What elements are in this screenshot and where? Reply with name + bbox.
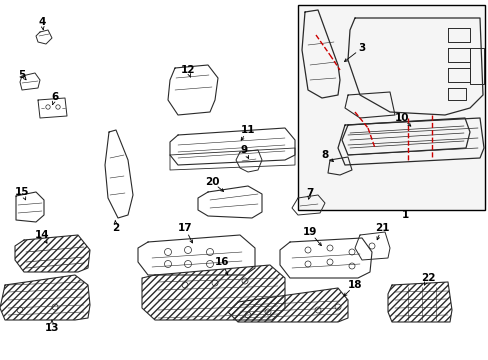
Text: 8: 8: [321, 150, 328, 160]
Text: 16: 16: [214, 257, 229, 267]
Text: 14: 14: [35, 230, 49, 240]
Text: 4: 4: [38, 17, 45, 27]
Text: 15: 15: [15, 187, 29, 197]
Text: 6: 6: [51, 92, 59, 102]
Text: 19: 19: [302, 227, 317, 237]
Text: 9: 9: [240, 145, 247, 155]
Polygon shape: [341, 12, 485, 205]
Text: 7: 7: [305, 188, 313, 198]
Text: 2: 2: [112, 223, 120, 233]
Text: 5: 5: [19, 70, 25, 80]
Text: 11: 11: [240, 125, 255, 135]
Text: 17: 17: [177, 223, 192, 233]
Text: 18: 18: [347, 280, 362, 290]
Text: 10: 10: [394, 113, 408, 123]
Text: 12: 12: [181, 65, 195, 75]
Text: 20: 20: [204, 177, 219, 187]
Text: 22: 22: [420, 273, 434, 283]
Text: 21: 21: [374, 223, 388, 233]
Bar: [297, 5, 484, 210]
Text: 1: 1: [401, 210, 408, 220]
Text: 3: 3: [358, 43, 365, 53]
Text: 13: 13: [45, 323, 59, 333]
